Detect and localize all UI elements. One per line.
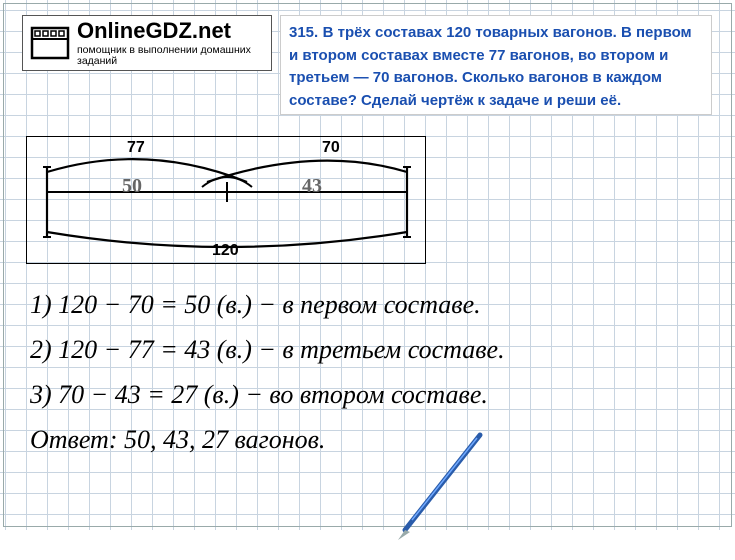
diagram-label-70: 70: [322, 139, 340, 157]
problem-number: 315.: [289, 24, 318, 41]
film-icon: [29, 22, 71, 64]
solution-line-3: 3) 70 − 43 = 27 (в.) − во втором составе…: [30, 380, 488, 410]
diagram-label-120: 120: [212, 242, 239, 260]
diagram-label-77: 77: [127, 139, 145, 157]
logo-subtitle: помощник в выполнении домашних заданий: [77, 45, 271, 66]
site-logo: OnlineGDZ.net помощник в выполнении дома…: [22, 15, 272, 71]
solution-line-1: 1) 120 − 70 = 50 (в.) − в первом составе…: [30, 290, 481, 320]
solution-answer: Ответ: 50, 43, 27 вагонов.: [30, 425, 325, 455]
diagram-label-43: 43: [302, 175, 322, 198]
solution-line-2: 2) 120 − 77 = 43 (в.) − в третьем состав…: [30, 335, 505, 365]
logo-title: OnlineGDZ.net: [77, 20, 271, 42]
problem-statement: 315. В трёх составах 120 товарных вагоно…: [280, 15, 712, 115]
problem-text: В трёх составах 120 товарных вагонов. В …: [289, 24, 692, 109]
diagram-label-50: 50: [122, 175, 142, 198]
pen-icon: [370, 420, 510, 560]
diagram-frame: 77 70 50 43 120: [26, 136, 426, 264]
